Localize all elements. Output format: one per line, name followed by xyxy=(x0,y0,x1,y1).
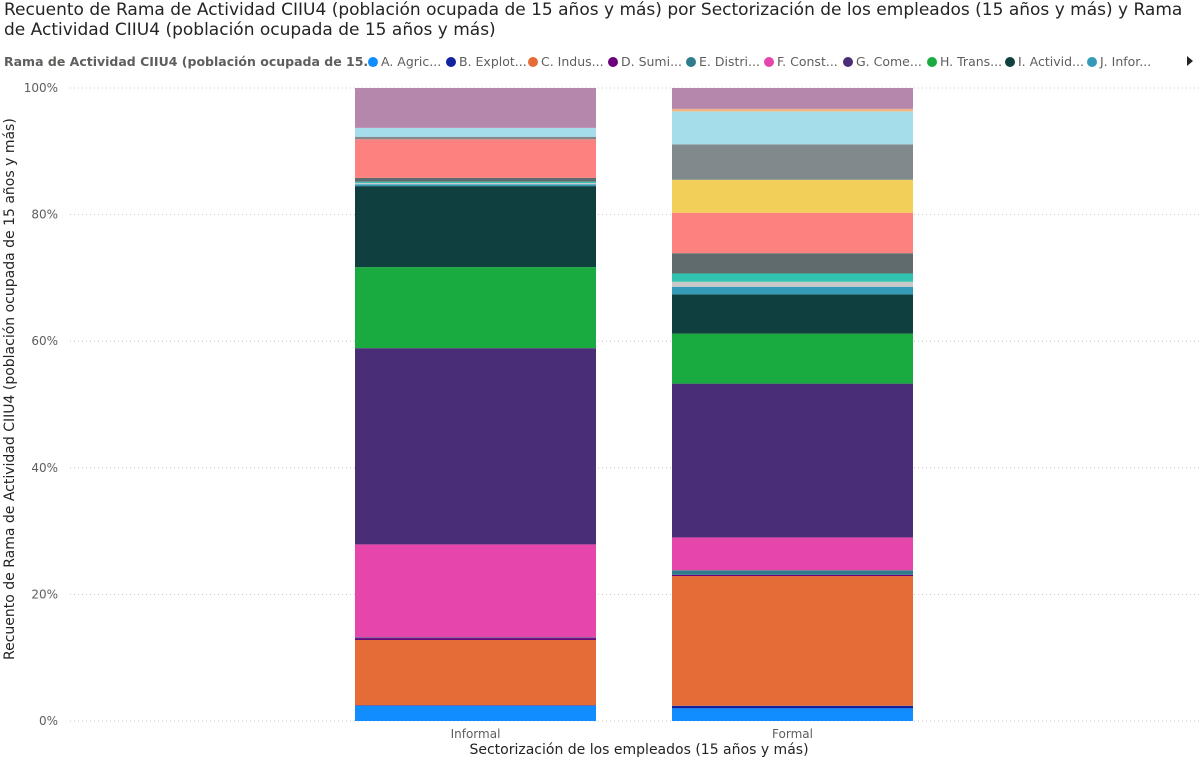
legend: Rama de Actividad CIIU4 (población ocupa… xyxy=(4,54,1204,72)
bar-segment-formal-13[interactable] xyxy=(672,212,913,254)
x-tick-label: Formal xyxy=(772,727,813,741)
legend-dot-icon xyxy=(764,57,774,67)
legend-dot-icon xyxy=(1087,57,1097,67)
bar-segment-informal-12[interactable] xyxy=(355,177,596,182)
bar-segment-informal-13[interactable] xyxy=(355,139,596,178)
legend-dot-icon xyxy=(927,57,937,67)
bar-segment-formal-1[interactable] xyxy=(672,705,913,709)
bar-segment-formal-18[interactable] xyxy=(672,88,913,109)
bar-segment-informal-2[interactable] xyxy=(355,639,596,706)
bar-segment-informal-18[interactable] xyxy=(355,88,596,128)
bar-segment-formal-7[interactable] xyxy=(672,333,913,384)
legend-item[interactable]: C. Indus... xyxy=(528,54,604,69)
y-axis-label: Recuento de Rama de Actividad CIIU4 (pob… xyxy=(2,118,18,660)
bar-segment-formal-17[interactable] xyxy=(672,108,913,112)
legend-label: G. Come... xyxy=(856,54,922,69)
x-axis-label: Sectorización de los empleados (15 años … xyxy=(469,742,809,758)
legend-item[interactable]: G. Come... xyxy=(843,54,922,69)
legend-dot-icon xyxy=(528,57,538,67)
legend-item[interactable]: J. Infor... xyxy=(1087,54,1151,69)
chart-title: Recuento de Rama de Actividad CIIU4 (pob… xyxy=(4,0,1183,40)
legend-item[interactable]: F. Const... xyxy=(764,54,838,69)
y-tick-label: 40% xyxy=(31,461,58,475)
bar-segment-informal-5[interactable] xyxy=(355,544,596,638)
bar-segment-informal-3[interactable] xyxy=(355,638,596,640)
legend-label: C. Indus... xyxy=(541,54,604,69)
bar-segment-formal-4[interactable] xyxy=(672,570,913,575)
bar-segment-formal-3[interactable] xyxy=(672,574,913,577)
x-tick-label: Informal xyxy=(451,727,501,741)
legend-label: I. Activid... xyxy=(1018,54,1084,69)
bar-segment-formal-2[interactable] xyxy=(672,576,913,706)
legend-item[interactable]: I. Activid... xyxy=(1005,54,1084,69)
legend-dot-icon xyxy=(446,57,456,67)
legend-next-arrow-icon[interactable] xyxy=(1187,56,1193,66)
bar-segment-formal-5[interactable] xyxy=(672,537,913,571)
legend-title: Rama de Actividad CIIU4 (población ocupa… xyxy=(4,54,378,69)
bar-segment-formal-8[interactable] xyxy=(672,294,913,334)
legend-dot-icon xyxy=(608,57,618,67)
legend-item[interactable]: D. Sumi... xyxy=(608,54,682,69)
legend-dot-icon xyxy=(686,57,696,67)
legend-label: E. Distri... xyxy=(699,54,760,69)
legend-label: A. Agric... xyxy=(381,54,442,69)
y-tick-label: 100% xyxy=(24,81,58,95)
legend-label: J. Infor... xyxy=(1100,54,1152,69)
bar-segment-formal-10[interactable] xyxy=(672,281,913,287)
bar-segment-formal-15[interactable] xyxy=(672,144,913,180)
legend-dot-icon xyxy=(1005,57,1015,67)
bar-segment-informal-0[interactable] xyxy=(355,705,596,721)
bar-segment-informal-1[interactable] xyxy=(355,705,596,706)
y-tick-label: 20% xyxy=(31,587,58,601)
bar-segment-formal-14[interactable] xyxy=(672,179,913,213)
bar-segment-formal-0[interactable] xyxy=(672,708,913,721)
legend-dot-icon xyxy=(843,57,853,67)
legend-label: B. Explot... xyxy=(459,54,527,69)
bar-segment-formal-11[interactable] xyxy=(672,273,913,282)
bar-segment-informal-10[interactable] xyxy=(355,182,596,185)
bar-segment-formal-16[interactable] xyxy=(672,111,913,145)
y-tick-label: 0% xyxy=(39,714,58,728)
legend-label: H. Trans... xyxy=(940,54,1003,69)
bar-segment-informal-4[interactable] xyxy=(355,637,596,639)
legend-item[interactable]: B. Explot... xyxy=(446,54,527,69)
bar-segment-informal-16[interactable] xyxy=(355,127,596,137)
bar-segment-formal-12[interactable] xyxy=(672,253,913,274)
legend-label: F. Const... xyxy=(777,54,838,69)
legend-item[interactable]: H. Trans... xyxy=(927,54,1002,69)
legend-dot-icon xyxy=(368,57,378,67)
bar-segment-informal-8[interactable] xyxy=(355,186,596,268)
bar-segment-informal-6[interactable] xyxy=(355,348,596,545)
bar-segment-informal-7[interactable] xyxy=(355,267,596,349)
legend-item[interactable]: A. Agric... xyxy=(368,54,441,69)
bar-segment-formal-9[interactable] xyxy=(672,286,913,295)
y-tick-label: 80% xyxy=(31,208,58,222)
bar-segment-informal-15[interactable] xyxy=(355,136,596,140)
legend-item[interactable]: E. Distri... xyxy=(686,54,760,69)
bar-segment-informal-9[interactable] xyxy=(355,184,596,187)
bar-segment-informal-11[interactable] xyxy=(355,181,596,183)
y-tick-label: 60% xyxy=(31,334,58,348)
bar-segment-formal-6[interactable] xyxy=(672,383,913,538)
legend-label: D. Sumi... xyxy=(621,54,682,69)
